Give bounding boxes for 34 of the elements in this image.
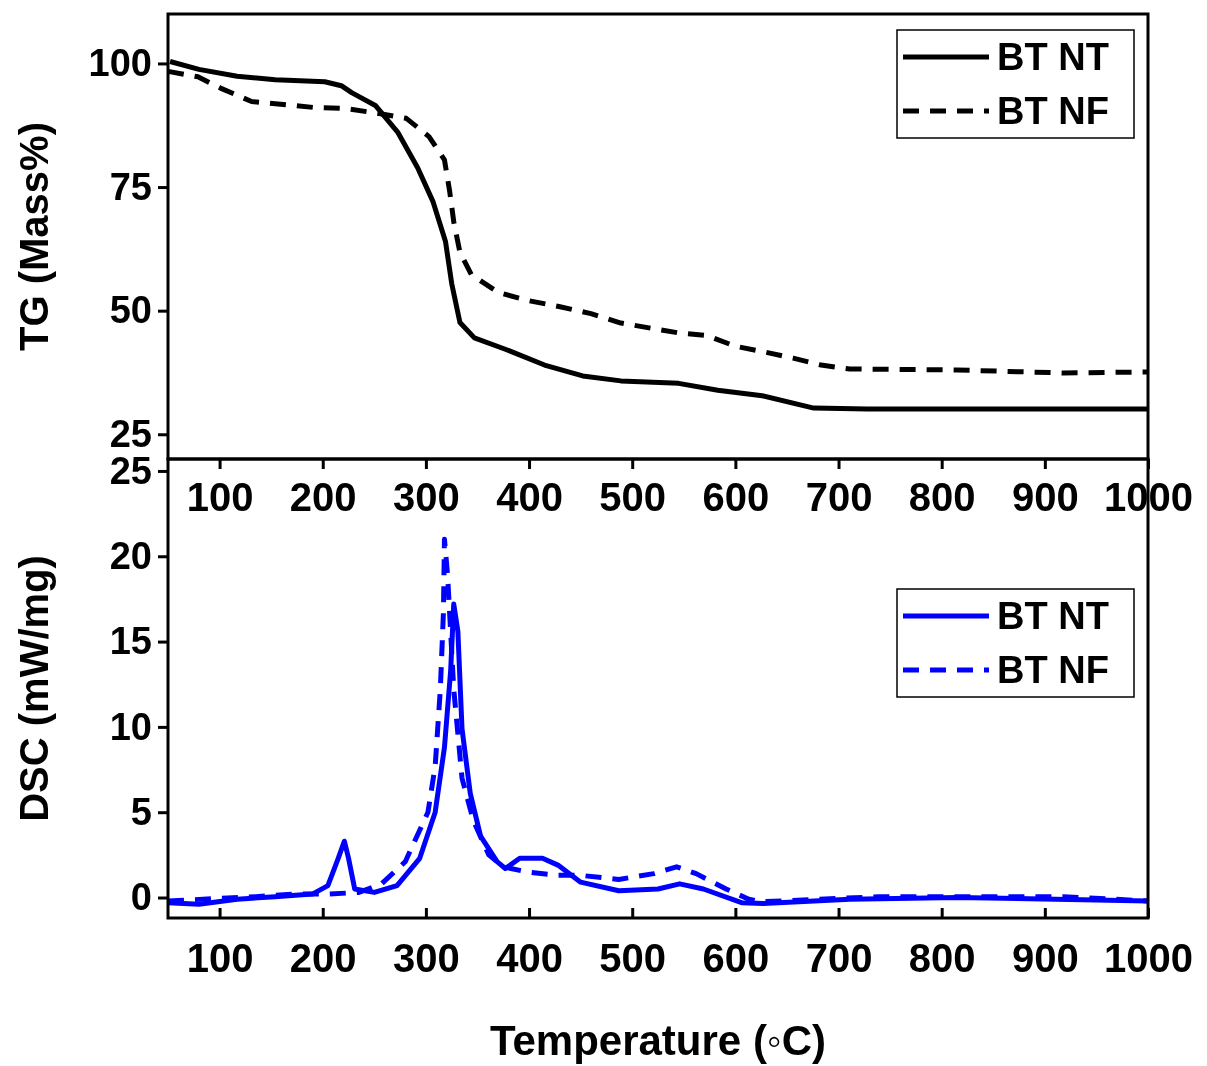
x-tick-label: 700 xyxy=(805,475,873,520)
x-tick-label: 700 xyxy=(805,936,873,981)
x-tick-label: 600 xyxy=(702,936,770,981)
x-tick-label: 100 xyxy=(186,475,254,520)
y-tick-label: 5 xyxy=(130,790,152,833)
y-tick-label: 75 xyxy=(109,165,152,208)
legend-label: BT NF xyxy=(997,649,1109,691)
x-tick-label: 500 xyxy=(599,475,667,520)
x-tick-label: 200 xyxy=(289,475,357,520)
y-tick-label: 15 xyxy=(109,620,152,663)
x-tick-label: 500 xyxy=(599,936,667,981)
y-tick-label: 50 xyxy=(109,289,152,332)
x-tick-label: 400 xyxy=(496,475,563,520)
y-tick-label: 20 xyxy=(109,534,152,577)
x-tick-label: 600 xyxy=(702,475,770,520)
x-axis-title: Temperature (◦C) xyxy=(489,1017,827,1064)
y-axis-title: DSC (mW/mg) xyxy=(12,555,56,822)
legend-label: BT NF xyxy=(997,90,1109,132)
x-tick-label: 300 xyxy=(393,475,460,520)
x-tick-label: 900 xyxy=(1011,475,1079,520)
y-tick-label: 100 xyxy=(88,42,152,85)
legend-label: BT NT xyxy=(997,36,1109,78)
legend-label: BT NT xyxy=(997,595,1109,637)
x-tick-label: 800 xyxy=(908,936,976,981)
y-tick-label: 0 xyxy=(130,876,152,919)
x-tick-label: 300 xyxy=(393,936,460,981)
x-tick-label: 100 xyxy=(186,936,254,981)
y-axis-title: TG (Mass%) xyxy=(12,122,56,351)
x-tick-label: 1000 xyxy=(1104,936,1193,981)
x-tick-label: 800 xyxy=(908,475,976,520)
y-tick-label: 10 xyxy=(109,705,152,748)
x-tick-label: 200 xyxy=(289,936,357,981)
x-tick-label: 900 xyxy=(1011,936,1079,981)
x-tick-label: 400 xyxy=(496,936,563,981)
